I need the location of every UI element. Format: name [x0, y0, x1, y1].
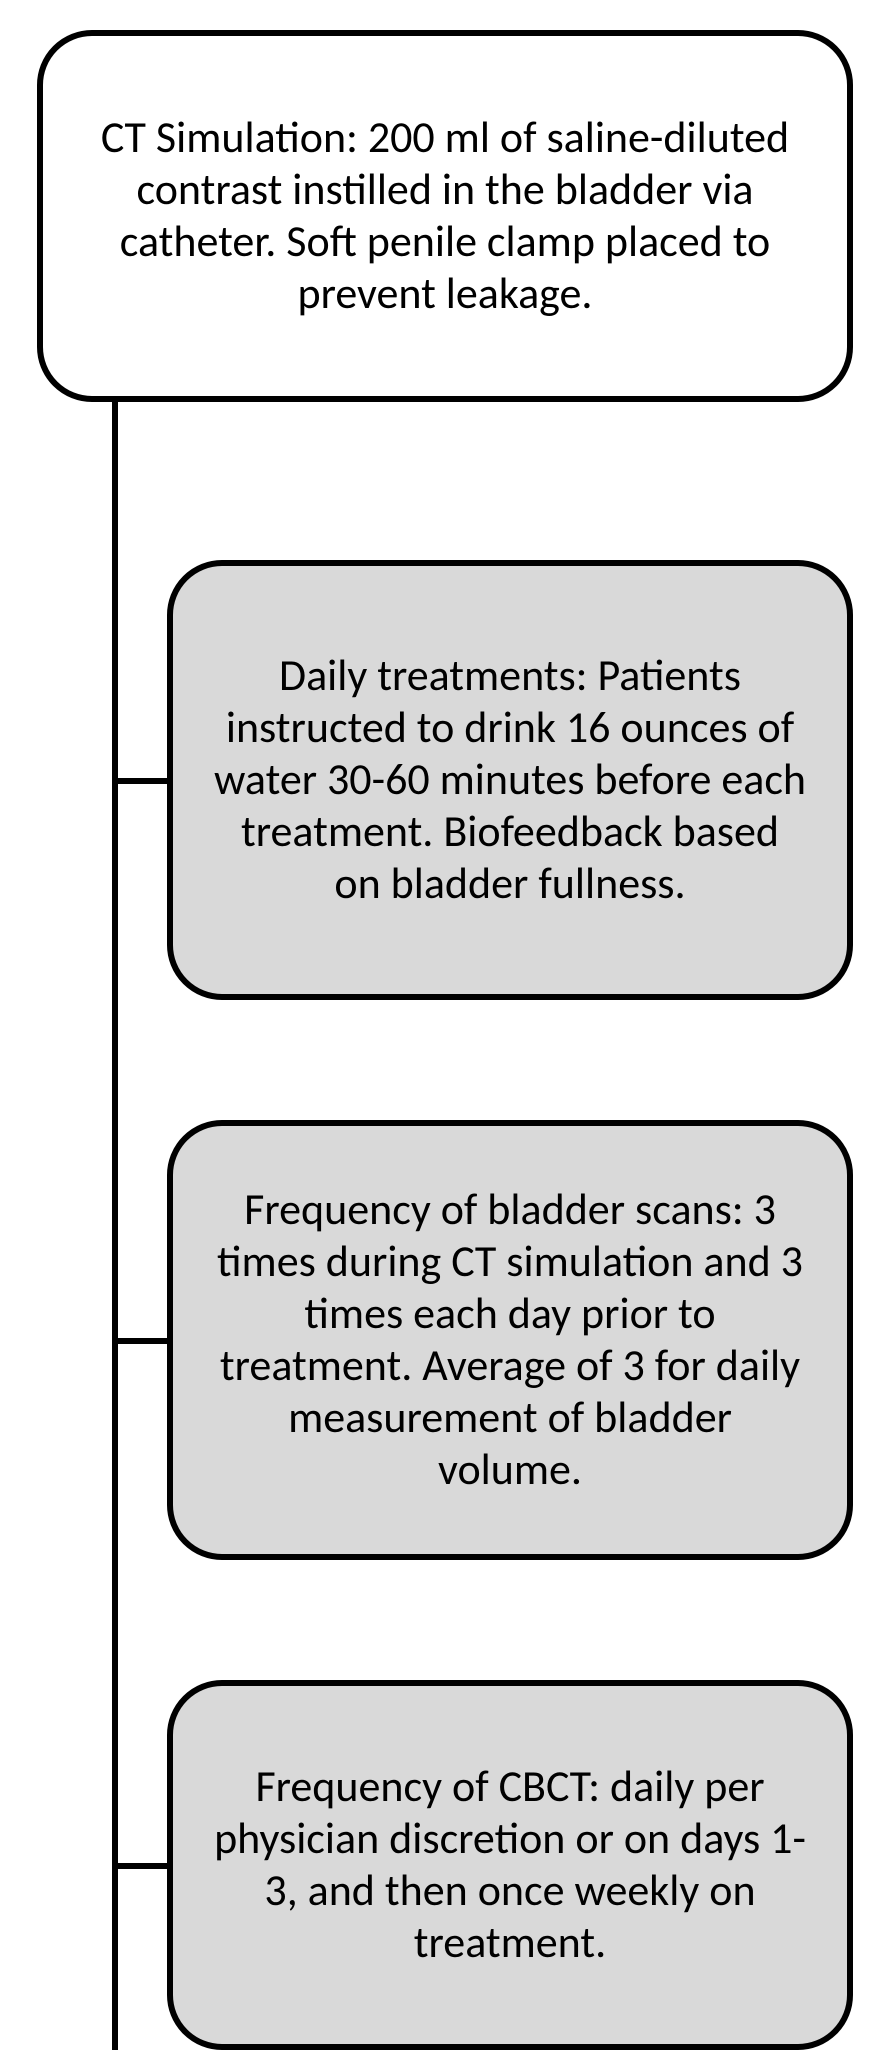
node-daily-treatments: Daily treatments: Patients instructed to… — [167, 560, 853, 1000]
connector-to-n4 — [112, 1863, 167, 1869]
node-text: Daily treatments: Patients instructed to… — [213, 650, 807, 910]
connector-trunk — [112, 402, 118, 2050]
connector-to-n3 — [112, 1338, 167, 1344]
node-text: Frequency of CBCT: daily per physician d… — [213, 1761, 807, 1969]
node-bladder-scans: Frequency of bladder scans: 3 times duri… — [167, 1120, 853, 1560]
flowchart-canvas: CT Simulation: 200 ml of saline-diluted … — [0, 0, 886, 2067]
node-cbct-frequency: Frequency of CBCT: daily per physician d… — [167, 1680, 853, 2050]
connector-to-n2 — [112, 778, 167, 784]
node-text: CT Simulation: 200 ml of saline-diluted … — [83, 112, 807, 320]
node-text: Frequency of bladder scans: 3 times duri… — [213, 1184, 807, 1495]
node-ct-simulation: CT Simulation: 200 ml of saline-diluted … — [37, 30, 853, 402]
